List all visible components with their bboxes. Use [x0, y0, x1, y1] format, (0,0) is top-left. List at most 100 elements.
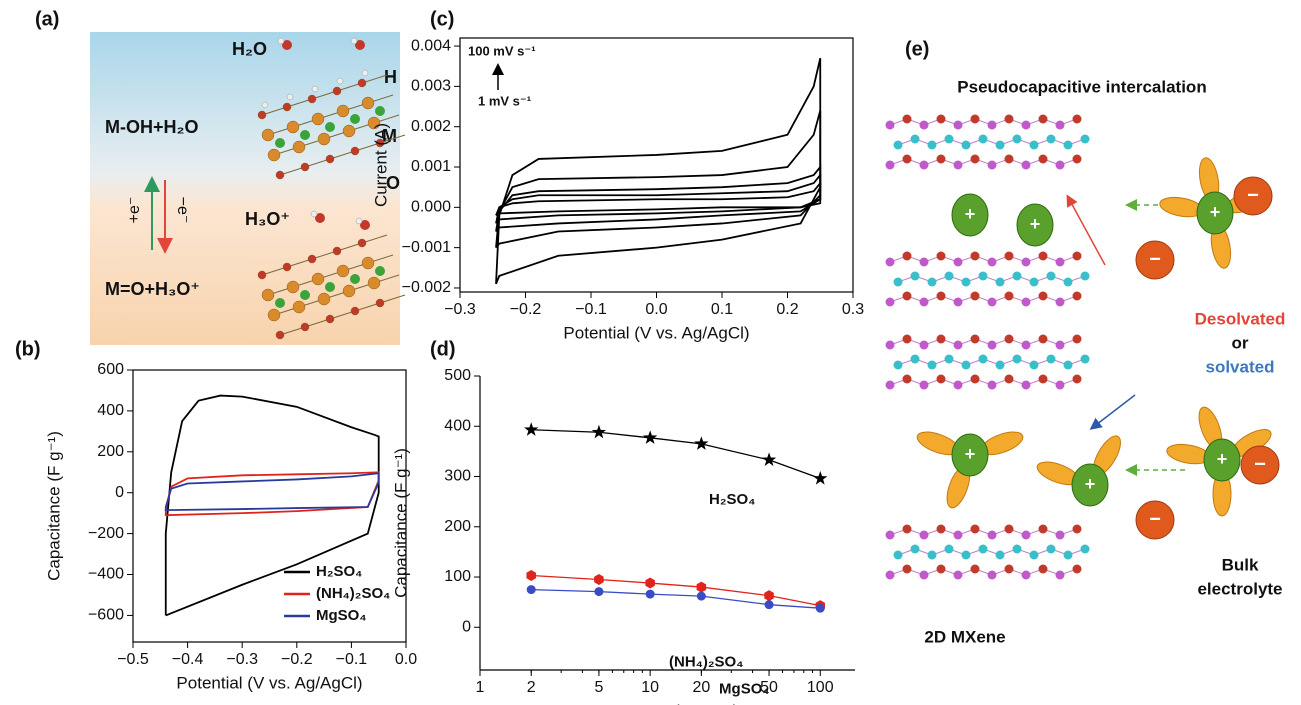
state-label: M-OH+H₂O [105, 117, 199, 137]
y-tick-label: −400 [88, 566, 124, 583]
bond [379, 134, 406, 144]
atom [1021, 120, 1031, 130]
bond [311, 90, 338, 100]
y-tick-label: 0.002 [411, 118, 451, 135]
atom [275, 298, 285, 308]
atom [987, 340, 997, 350]
cation-sign: + [1030, 214, 1041, 234]
atom [953, 340, 963, 350]
cation [1196, 191, 1234, 235]
atom [893, 277, 903, 287]
series-line [495, 164, 822, 233]
atom [910, 271, 920, 281]
x-tick-label: 0.0 [395, 651, 417, 668]
atom [332, 246, 342, 256]
atom [944, 354, 954, 364]
atom [970, 374, 980, 384]
reduction-label: +e⁻ [126, 197, 143, 224]
atom [987, 530, 997, 540]
y-tick-label: 0 [462, 619, 471, 636]
atom [927, 140, 937, 150]
bond [304, 318, 331, 328]
anion [1135, 240, 1175, 280]
atom [936, 251, 946, 261]
atom [286, 93, 294, 101]
atom [953, 530, 963, 540]
atom [342, 124, 356, 138]
x-tick-label: 1 [476, 679, 485, 696]
atom [350, 114, 360, 124]
oxidation-label: −e⁻ [174, 197, 191, 224]
x-tick-label: −0.2 [281, 651, 313, 668]
x-tick-label: 10 [641, 679, 659, 696]
atom [1072, 291, 1082, 301]
atom [978, 134, 988, 144]
x-tick-label: −0.3 [444, 301, 476, 318]
atom [1021, 380, 1031, 390]
plot-frame [132, 369, 407, 643]
bond [361, 234, 388, 244]
marker [526, 585, 536, 595]
atom [1004, 564, 1014, 574]
bond [354, 142, 381, 152]
cation [1071, 463, 1109, 507]
x-axis-label: Scan rate (mV s⁻¹) [596, 701, 738, 705]
atom [953, 380, 963, 390]
atom [902, 291, 912, 301]
atom [919, 160, 929, 170]
atom [317, 292, 331, 306]
atom [893, 140, 903, 150]
x-tick-label: 2 [527, 679, 536, 696]
atom [261, 128, 275, 142]
atom [978, 544, 988, 554]
atom [885, 340, 895, 350]
atom [1080, 544, 1090, 554]
legend-label: H₂SO₄ [316, 563, 362, 580]
atom [267, 148, 281, 162]
x-axis-label: Potential (V vs. Ag/AgCl) [176, 673, 362, 692]
x-tick-label: −0.2 [510, 301, 542, 318]
bond [311, 250, 338, 260]
series-label: H₂SO₄ [709, 491, 755, 508]
hydronium-label: H₃O⁺ [245, 209, 290, 229]
atom [961, 550, 971, 560]
atom [927, 550, 937, 560]
atom [277, 37, 285, 45]
atom [919, 340, 929, 350]
atom [1012, 134, 1022, 144]
bond [279, 166, 306, 176]
atom [902, 154, 912, 164]
atom [1063, 360, 1073, 370]
atom [375, 106, 385, 116]
atom [961, 360, 971, 370]
atom [1072, 114, 1082, 124]
atom [1072, 564, 1082, 574]
atom [987, 160, 997, 170]
atom [885, 570, 895, 580]
x-tick-label: −0.4 [172, 651, 204, 668]
atom [1072, 524, 1082, 534]
atom [292, 140, 306, 154]
arrow [1089, 394, 1136, 430]
atom [1021, 530, 1031, 540]
bond [329, 310, 356, 320]
cation [1016, 203, 1054, 247]
atom [919, 380, 929, 390]
marker [526, 570, 536, 582]
atom [1046, 134, 1056, 144]
x-tick-label: 50 [760, 679, 778, 696]
marker [694, 436, 709, 450]
atom [1004, 524, 1014, 534]
y-tick-label: 0.001 [411, 158, 451, 175]
atom [953, 160, 963, 170]
bond [336, 242, 363, 252]
atom [1055, 257, 1065, 267]
atom [1004, 334, 1014, 344]
atom [987, 257, 997, 267]
atom [919, 120, 929, 130]
atom [1072, 374, 1082, 384]
atom [257, 270, 267, 280]
atom [902, 334, 912, 344]
atom [275, 330, 285, 340]
atom [1072, 154, 1082, 164]
